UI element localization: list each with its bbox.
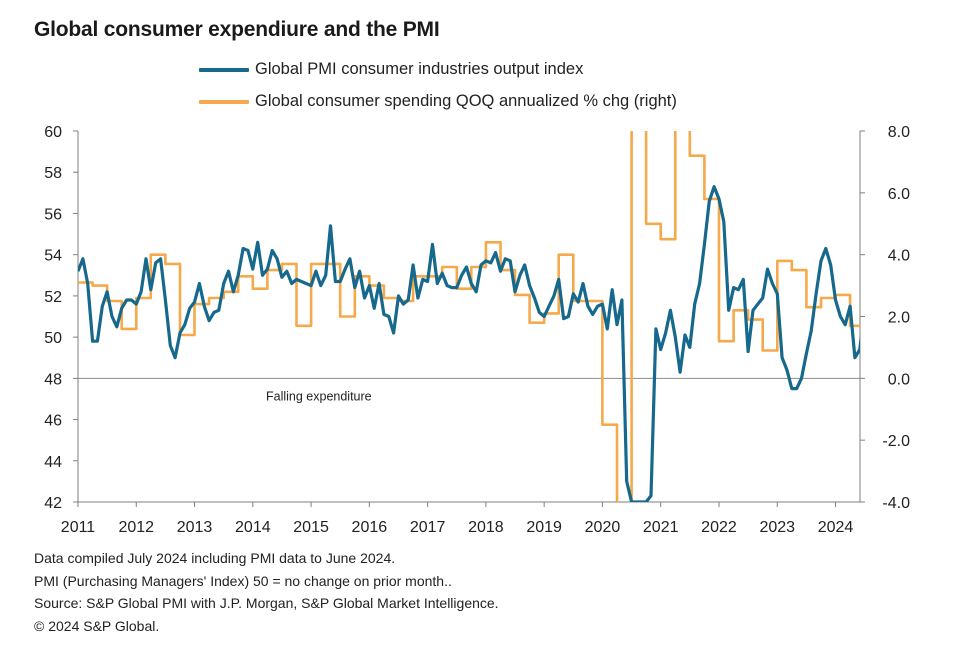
x-tick-label: 2013 xyxy=(177,519,213,536)
x-tick-label: 2023 xyxy=(759,519,795,536)
right-tick-label: -2.0 xyxy=(882,433,910,450)
left-tick-label: 48 xyxy=(44,371,62,388)
footnote-copyright: © 2024 S&P Global. xyxy=(34,617,160,634)
left-tick-label: 50 xyxy=(44,330,62,347)
annotation-falling-expenditure: Falling expenditure xyxy=(266,389,372,403)
chart-title: Global consumer expendiure and the PMI xyxy=(34,18,440,41)
x-tick-label: 2018 xyxy=(468,519,504,536)
left-tick-label: 44 xyxy=(44,454,62,471)
x-tick-label: 2020 xyxy=(585,519,621,536)
x-tick-label: 2019 xyxy=(526,519,562,536)
footnotes: Data compiled July 2024 including PMI da… xyxy=(34,547,499,637)
left-tick-label: 58 xyxy=(44,165,62,182)
x-tick-label: 2024 xyxy=(818,519,854,536)
x-tick-label: 2022 xyxy=(701,519,737,536)
series-line-consumer-spending xyxy=(78,131,860,502)
right-tick-label: 0.0 xyxy=(888,371,910,388)
x-tick-label: 2021 xyxy=(643,519,679,536)
x-tick-label: 2011 xyxy=(61,519,96,536)
right-tick-label: 2.0 xyxy=(888,310,910,327)
x-tick-label: 2014 xyxy=(235,519,271,536)
right-tick-label: -4.0 xyxy=(882,495,910,512)
legend-label-spending: Global consumer spending QOQ annualized … xyxy=(255,92,677,110)
legend-item-pmi: Global PMI consumer industries output in… xyxy=(199,60,583,79)
legend-swatch-pmi xyxy=(199,67,249,72)
legend-swatch-spending xyxy=(199,99,249,104)
right-tick-label: 8.0 xyxy=(888,124,910,141)
right-tick-label: 4.0 xyxy=(888,248,910,265)
right-tick-label: 6.0 xyxy=(888,186,910,203)
left-tick-label: 46 xyxy=(44,413,62,430)
left-tick-label: 60 xyxy=(44,124,62,141)
legend-label-pmi: Global PMI consumer industries output in… xyxy=(255,60,584,78)
x-tick-label: 2015 xyxy=(293,519,329,536)
left-tick-label: 52 xyxy=(44,289,62,306)
left-tick-label: 54 xyxy=(44,248,62,265)
legend-item-spending: Global consumer spending QOQ annualized … xyxy=(199,92,677,111)
series-line-pmi xyxy=(78,185,860,502)
left-tick-label: 56 xyxy=(44,206,62,223)
footnote-data-compiled: Data compiled July 2024 including PMI da… xyxy=(34,550,396,566)
x-tick-label: 2012 xyxy=(118,519,154,536)
footnote-pmi-definition: PMI (Purchasing Managers' Index) 50 = no… xyxy=(34,572,452,589)
footnote-source: Source: S&P Global PMI with J.P. Morgan,… xyxy=(34,595,499,611)
x-tick-label: 2017 xyxy=(410,519,446,536)
left-tick-label: 42 xyxy=(44,495,62,512)
x-tick-label: 2016 xyxy=(352,519,388,536)
